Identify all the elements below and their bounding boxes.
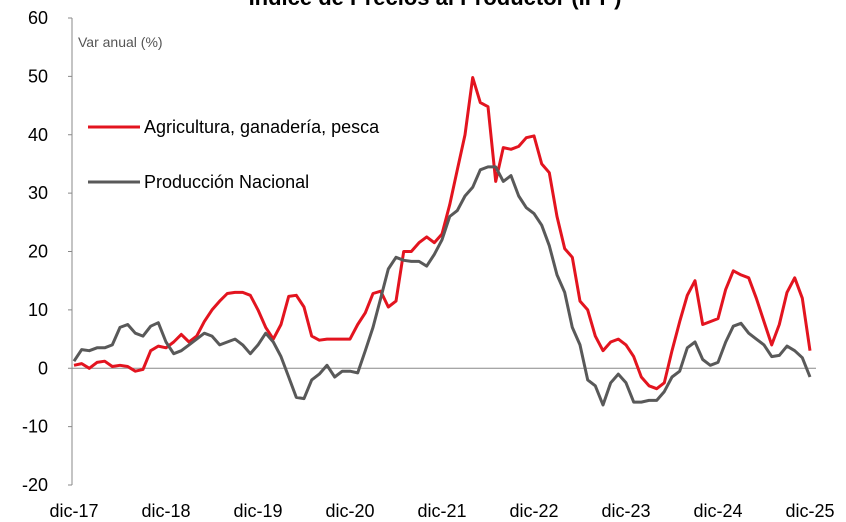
y-tick-label: -20	[22, 475, 48, 495]
x-tick-label: dic-20	[325, 501, 374, 521]
legend-label: Producción Nacional	[144, 172, 309, 192]
y-tick-label: 10	[28, 300, 48, 320]
y-tick-label: 60	[28, 8, 48, 28]
x-tick-label: dic-17	[49, 501, 98, 521]
line-series	[73, 76, 812, 391]
legend-label: Agricultura, ganadería, pesca	[144, 117, 380, 137]
x-tick-label: dic-21	[417, 501, 466, 521]
x-tick-label: dic-19	[233, 501, 282, 521]
x-tick-label: dic-23	[601, 501, 650, 521]
chart-title: Índice de Precios al Productor (IPP)	[249, 0, 622, 10]
y-tick-label: 50	[28, 66, 48, 86]
y-axis-label: Var anual (%)	[78, 34, 163, 50]
y-tick-label: 40	[28, 125, 48, 145]
x-tick-label: dic-24	[693, 501, 742, 521]
y-tick-label: 30	[28, 183, 48, 203]
y-tick-label: 20	[28, 242, 48, 262]
y-tick-label: 0	[38, 358, 48, 378]
y-tick-label: -10	[22, 417, 48, 437]
line-series	[72, 165, 812, 407]
x-tick-label: dic-18	[141, 501, 190, 521]
x-tick-label: dic-22	[509, 501, 558, 521]
x-tick-label: dic-25	[785, 501, 834, 521]
